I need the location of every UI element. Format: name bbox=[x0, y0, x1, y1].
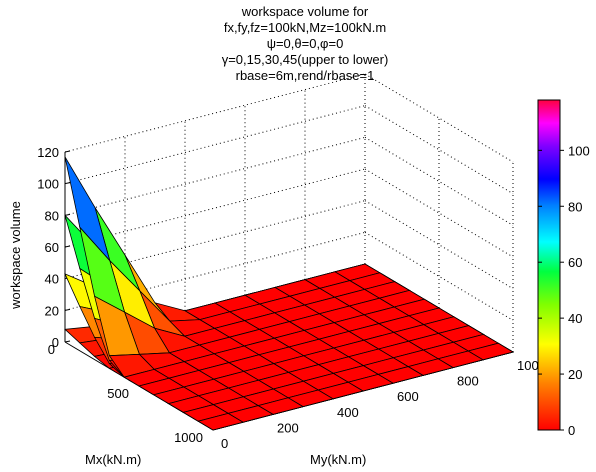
z-tick-label: 120 bbox=[37, 145, 59, 160]
colorbar-tick-label: 0 bbox=[568, 423, 575, 438]
chart-title-line-4: γ=0,15,30,45(upper to lower) bbox=[221, 52, 389, 67]
z-tick-mark bbox=[64, 340, 71, 343]
y-tick-label: 400 bbox=[337, 405, 359, 420]
z-tick-label: 100 bbox=[37, 177, 59, 192]
y-tick-label: 800 bbox=[457, 374, 479, 389]
y-axis-label: My(kN.m) bbox=[310, 452, 366, 467]
grid-line bbox=[364, 136, 514, 226]
z-tick-label: 80 bbox=[45, 208, 59, 223]
y-tick-label: 200 bbox=[277, 420, 299, 435]
colorbar-ticks: 0 20 40 60 80 100 bbox=[538, 143, 590, 438]
z-tick-label: 0 bbox=[52, 335, 59, 350]
colorbar bbox=[537, 99, 561, 431]
x-tick-label: 0 bbox=[48, 342, 55, 357]
z-axis-label: workspace volume bbox=[8, 201, 23, 310]
z-tick-mark bbox=[64, 182, 71, 185]
box-edge bbox=[364, 73, 514, 163]
y-tick-label: 100 bbox=[517, 358, 539, 373]
chart-title-line-5: rbase=6m,rend/rbase=1 bbox=[235, 68, 375, 83]
y-tick-label: 0 bbox=[221, 436, 228, 451]
grid-line bbox=[64, 105, 366, 185]
y-tick-label: 600 bbox=[397, 389, 419, 404]
z-tick-label: 60 bbox=[45, 240, 59, 255]
grid-line bbox=[364, 231, 514, 321]
grid-line bbox=[364, 168, 514, 258]
box-edge bbox=[64, 73, 366, 153]
z-tick-label: 20 bbox=[45, 303, 59, 318]
z-tick-mark bbox=[64, 308, 71, 311]
surface-layer bbox=[64, 156, 515, 431]
chart-title-line-3: ψ=0,θ=0,φ=0 bbox=[266, 36, 344, 51]
x-tick-label: 1000 bbox=[174, 430, 203, 445]
z-tick-mark bbox=[64, 150, 71, 153]
chart-title-line-2: fx,fy,fz=100kN,Mz=100kN.m bbox=[223, 20, 387, 35]
grid-line bbox=[364, 105, 514, 195]
surface-cell bbox=[197, 412, 245, 431]
colorbar-tick-label: 40 bbox=[568, 311, 582, 326]
axis-ticks: 0 20 40 60 80 100 120 0 500 1000 0 200 400 600 800 100 bbox=[37, 145, 538, 451]
grid-line bbox=[64, 136, 366, 216]
grid-line bbox=[364, 200, 514, 290]
chart-title-line-1: workspace volume for bbox=[241, 4, 369, 19]
colorbar-tick-label: 100 bbox=[568, 143, 590, 158]
colorbar-tick-label: 60 bbox=[568, 255, 582, 270]
colorbar-tick-label: 80 bbox=[568, 199, 582, 214]
z-tick-label: 40 bbox=[45, 272, 59, 287]
colorbar-tick-label: 20 bbox=[568, 367, 582, 382]
z-tick-mark bbox=[64, 213, 71, 216]
x-tick-label: 500 bbox=[107, 386, 129, 401]
z-tick-mark bbox=[64, 245, 71, 248]
x-axis-label: Mx(kN.m) bbox=[85, 452, 141, 467]
